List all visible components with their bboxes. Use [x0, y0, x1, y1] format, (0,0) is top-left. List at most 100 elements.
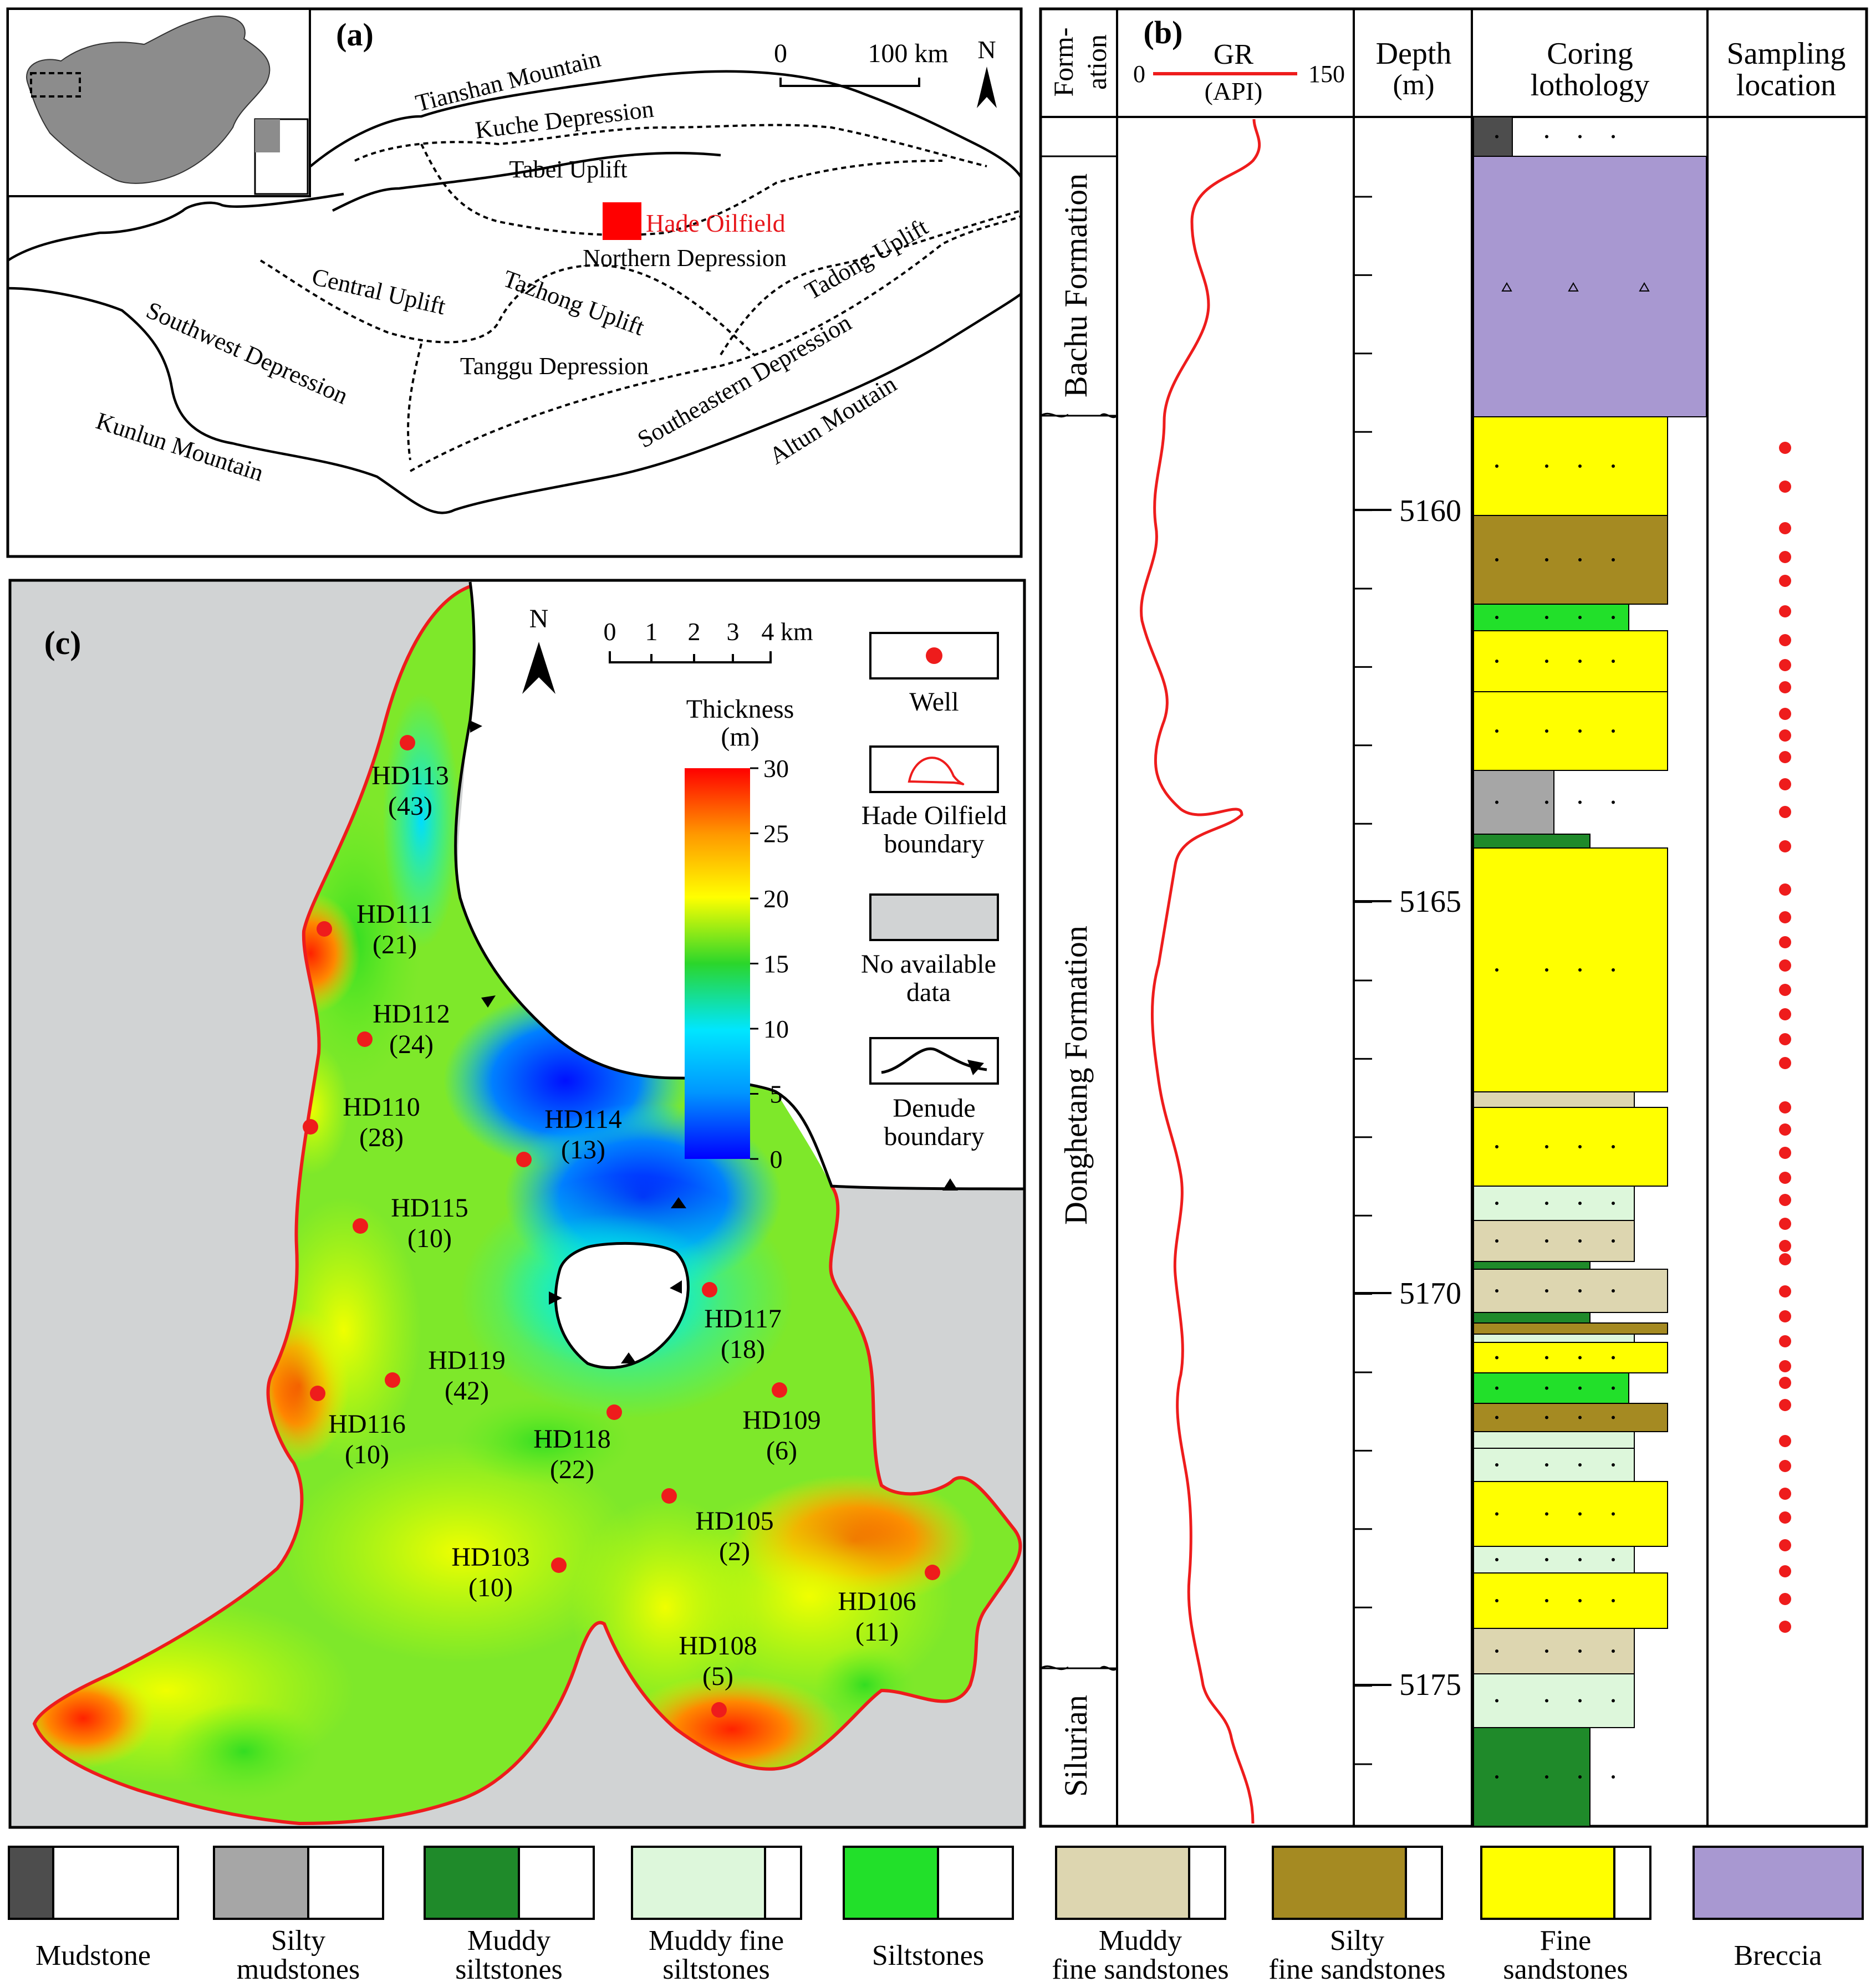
formation-bachu: Bachu Formation: [1058, 173, 1094, 397]
svg-text:(42): (42): [445, 1376, 489, 1406]
lithology-dot: [1545, 464, 1548, 468]
svg-text:(10): (10): [345, 1440, 389, 1469]
lithology-dot: [1545, 135, 1548, 139]
lithology-bed: [1473, 1546, 1635, 1574]
sample-dot: [1779, 1399, 1791, 1411]
sample-dot: [1779, 1057, 1791, 1069]
lithology-dot: [1545, 616, 1548, 619]
lithology-dot: [1545, 1463, 1548, 1467]
lithology-name: Fine: [1540, 1925, 1591, 1957]
lithology-dot: [1545, 1145, 1548, 1148]
lithology-dot: [1612, 729, 1615, 733]
formation-donghetang: Donghetang Formation: [1058, 926, 1094, 1225]
svg-text:HD109: HD109: [742, 1406, 820, 1435]
colorbar-tick-label: 30: [763, 754, 789, 783]
svg-text:HD118: HD118: [533, 1424, 611, 1454]
scale-distance: 100 km: [868, 39, 948, 68]
svg-text:HD110: HD110: [343, 1092, 420, 1122]
panel-b-label: (b): [1144, 14, 1183, 50]
lithology-dot: [1612, 968, 1615, 972]
lithology-swatch: [8, 1846, 54, 1920]
north-arrow-a-icon: N: [977, 35, 997, 108]
well-marker: HD103(10): [451, 1542, 567, 1602]
lithology-dot: [1495, 1289, 1498, 1293]
region-label: Northern Depression: [583, 244, 787, 272]
svg-text:(24): (24): [389, 1030, 434, 1059]
well-marker: HD110(28): [303, 1092, 420, 1152]
lithology-dot: [1495, 1202, 1498, 1205]
lithology-name: Muddy: [1099, 1925, 1182, 1957]
lithology-bed: [1473, 1448, 1635, 1482]
lithology-dot: [1578, 1699, 1582, 1703]
svg-text:location: location: [1736, 68, 1836, 103]
depth-label: 5175: [1399, 1668, 1461, 1702]
sample-dot: [1779, 1147, 1791, 1159]
column-headers: Form- ation (b) GR 0 150 (API) Depth (m)…: [1048, 14, 1846, 105]
sample-dot: [1779, 984, 1791, 996]
lithology-dot: [1495, 135, 1498, 139]
lithology-dot: [1612, 1512, 1615, 1516]
region-label: Tanggu Depression: [460, 353, 649, 380]
lithology-dot: [1612, 660, 1615, 663]
svg-text:(10): (10): [407, 1224, 452, 1253]
lithology-dot: [1545, 1386, 1548, 1390]
lithology-dot: [1495, 1416, 1498, 1419]
lithology-dot: [1545, 660, 1548, 663]
basin-outline: [309, 70, 1022, 178]
lithology-dot: [1545, 1775, 1548, 1779]
lithology-bed: [1473, 1403, 1668, 1432]
svg-text:Sampling: Sampling: [1727, 37, 1846, 71]
lithology-bed: [1473, 116, 1513, 157]
denude-teeth: [470, 721, 958, 1363]
sample-dot: [1779, 1488, 1791, 1500]
boundary-loop-icon: [908, 757, 965, 785]
lithology-swatch: [843, 1846, 939, 1920]
lithology-swatch: [1693, 1846, 1864, 1920]
denude-boundary-line: [454, 581, 1025, 1191]
svg-text:(m): (m): [721, 722, 759, 752]
lithology-dot: [1612, 135, 1615, 139]
lithology-dot: [1578, 135, 1582, 139]
lithology-swatch: [631, 1846, 766, 1920]
sample-dot: [1779, 1033, 1791, 1045]
lithology-dot: [1545, 800, 1548, 804]
colorbar-tick-label: 5: [770, 1080, 783, 1109]
lithology-dot: [1545, 1649, 1548, 1653]
region-label: Tabei Uplift: [509, 156, 627, 183]
oilfield-location-marker: [603, 202, 641, 240]
oilfield-boundary: [32, 585, 1022, 1826]
lithology-bed: [1473, 1342, 1668, 1373]
svg-text:0: 0: [604, 617, 616, 646]
lithology-swatch: [213, 1846, 309, 1920]
colorbar-tick-label: 25: [763, 820, 789, 848]
lithology-dot: [1545, 1558, 1548, 1561]
sample-dot: [1779, 729, 1791, 742]
lithology-bed: [1473, 834, 1590, 849]
depth-axis: [1353, 119, 1391, 1826]
sample-dot: [1779, 1435, 1791, 1447]
svg-text:4 km: 4 km: [761, 617, 813, 646]
sample-dot: [1779, 1218, 1791, 1230]
lithology-name-2: siltstones: [455, 1954, 563, 1982]
lithology-swatch: [1272, 1846, 1407, 1920]
panel-a: 0 100 km N (a) Tianshan Mountain Kuche D…: [6, 7, 1023, 558]
sample-dot: [1779, 481, 1791, 493]
colorbar-tick-label: 20: [763, 885, 789, 913]
panel-c: HD113(43) HD111(21) HD112(24) HD110(28) …: [8, 579, 1026, 1829]
sample-dot: [1779, 806, 1791, 818]
svg-text:lothology: lothology: [1531, 68, 1650, 103]
svg-text:2: 2: [688, 617, 701, 646]
sample-dot: [1779, 751, 1791, 763]
lithology-dot: [1578, 558, 1582, 561]
sample-dot: [1779, 1123, 1791, 1136]
sample-dot: [1779, 1240, 1791, 1252]
well-marker: HD116(10): [310, 1386, 406, 1469]
lithology-name: Muddy: [467, 1925, 550, 1957]
basin-south: [7, 287, 1022, 514]
lithology-dot: [1578, 1512, 1582, 1516]
lithology-bed: [1473, 691, 1668, 771]
